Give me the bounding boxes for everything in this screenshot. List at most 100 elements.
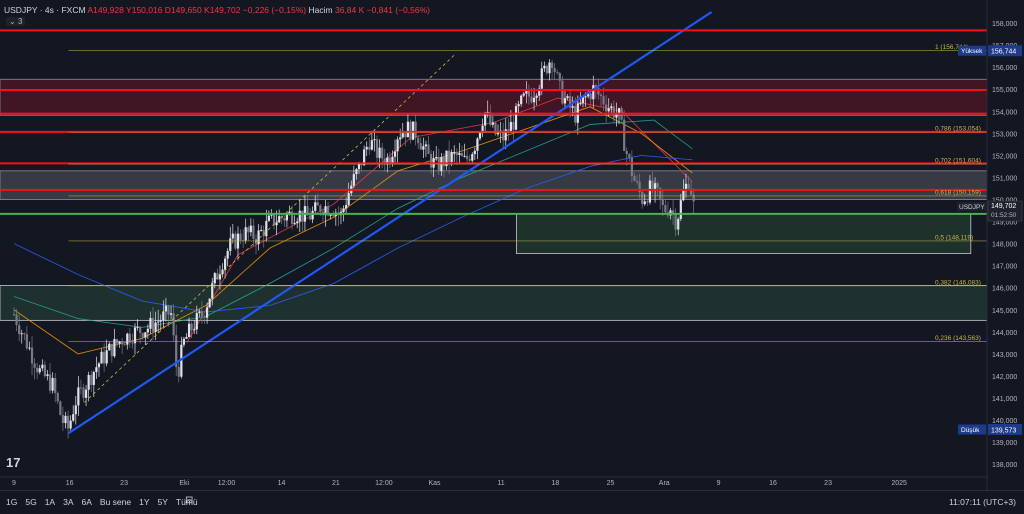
indicators-collapse-button[interactable]: ⌄ 3 bbox=[6, 17, 26, 26]
range-button-8[interactable]: Tümü bbox=[175, 497, 198, 507]
chart-legend: USDJPY · 4s · FXCM A149,928 Y150,016 D14… bbox=[4, 5, 430, 15]
candle-body bbox=[224, 258, 227, 270]
candle-body bbox=[684, 183, 688, 191]
candle-body bbox=[635, 180, 639, 182]
candle-body bbox=[520, 95, 523, 105]
fib-label: 0,382 (146,083) bbox=[935, 279, 981, 286]
candle-body bbox=[692, 194, 695, 202]
y-tick-label: 152,000 bbox=[992, 153, 1017, 160]
candle-body bbox=[293, 222, 296, 224]
candle-body bbox=[370, 140, 373, 150]
candle-body bbox=[157, 321, 160, 323]
candle-body bbox=[357, 162, 361, 170]
candle-body bbox=[646, 201, 649, 203]
candle-body bbox=[563, 98, 567, 104]
candle-body bbox=[687, 183, 690, 189]
candle-body bbox=[417, 138, 420, 144]
candle-body bbox=[396, 139, 399, 152]
candle-body bbox=[617, 108, 621, 115]
candle-body bbox=[669, 210, 672, 216]
candle-body bbox=[543, 65, 546, 69]
clock[interactable]: 11:07:11 (UTC+3) bbox=[948, 497, 1016, 507]
candle-body bbox=[213, 273, 216, 284]
range-button-1[interactable]: 5G bbox=[25, 497, 37, 507]
candle-body bbox=[607, 108, 610, 112]
candle-body bbox=[581, 96, 585, 104]
symbol-tag bbox=[957, 202, 986, 212]
candle-body bbox=[661, 198, 664, 205]
candle-body bbox=[345, 204, 348, 209]
candle-body bbox=[414, 121, 417, 139]
x-tick-label: 16 bbox=[66, 480, 74, 487]
candle-body bbox=[185, 336, 188, 339]
candle-body bbox=[509, 121, 512, 133]
candle-body bbox=[375, 139, 379, 158]
range-button-5[interactable]: Bu sene bbox=[99, 497, 132, 507]
candle-body bbox=[391, 156, 394, 164]
candle-body bbox=[190, 323, 193, 331]
candle-body bbox=[46, 374, 49, 377]
candle-body bbox=[630, 157, 633, 176]
candle-body bbox=[18, 325, 21, 335]
candle-body bbox=[491, 122, 494, 125]
candle-body bbox=[589, 93, 592, 100]
candle-body bbox=[525, 90, 528, 94]
range-button-7[interactable]: 5Y bbox=[157, 497, 168, 507]
candle-body bbox=[558, 72, 561, 81]
candle-body bbox=[33, 363, 36, 368]
fib-label: 0,618 (150,159) bbox=[935, 189, 981, 196]
trendline bbox=[67, 11, 713, 435]
candle-body bbox=[602, 96, 605, 105]
fib-label: 0,786 (153,054) bbox=[935, 126, 981, 133]
candle-body bbox=[653, 183, 657, 191]
candle-body bbox=[429, 154, 433, 168]
candle-body bbox=[187, 323, 191, 337]
candle-body bbox=[625, 150, 628, 155]
candle-body bbox=[651, 180, 654, 191]
extreme-price-label: 156,744 bbox=[991, 49, 1016, 56]
extreme-tag bbox=[958, 424, 986, 435]
candle-body bbox=[424, 144, 428, 147]
range-button-0[interactable]: 1G bbox=[6, 497, 18, 507]
candle-body bbox=[136, 326, 139, 328]
price-zone bbox=[0, 285, 988, 321]
y-tick-label: 141,000 bbox=[992, 396, 1017, 403]
indicator-count: 3 bbox=[17, 17, 23, 26]
extreme-price-tag bbox=[988, 423, 1022, 435]
candle-body bbox=[612, 106, 615, 118]
candle-body bbox=[275, 222, 278, 226]
candle-body bbox=[427, 144, 430, 155]
range-button-6[interactable]: 1Y bbox=[139, 497, 150, 507]
candle-body bbox=[587, 93, 590, 97]
candle-body bbox=[656, 183, 659, 188]
candle-body bbox=[481, 125, 484, 133]
tradingview-logo-icon[interactable]: 17 bbox=[6, 455, 21, 470]
range-button-4[interactable]: 6A bbox=[81, 497, 92, 507]
candle-body bbox=[84, 389, 88, 398]
candle-body bbox=[463, 155, 466, 157]
extreme-tag-label: Yüksek bbox=[961, 48, 983, 55]
fib-label: 0,5 (148,119) bbox=[935, 234, 973, 241]
range-button-2[interactable]: 1A bbox=[44, 497, 56, 507]
calendar-icon[interactable]: ⊟ bbox=[185, 495, 194, 506]
candle-body bbox=[216, 273, 219, 280]
candle-body bbox=[123, 344, 126, 346]
candle-body bbox=[502, 130, 505, 141]
candle-body bbox=[260, 230, 263, 232]
legend-symbol[interactable]: USDJPY · 4s · FXCM bbox=[4, 5, 86, 15]
candle-body bbox=[141, 333, 144, 338]
y-tick-label: 149,000 bbox=[992, 220, 1017, 227]
candle-body bbox=[494, 122, 497, 135]
range-button-3[interactable]: 3A bbox=[63, 497, 74, 507]
candle-body bbox=[326, 206, 330, 216]
candle-body bbox=[61, 414, 65, 424]
candle-body bbox=[283, 218, 286, 221]
candle-body bbox=[110, 343, 113, 357]
candle-body bbox=[381, 147, 384, 159]
candle-body bbox=[517, 104, 520, 107]
candle-body bbox=[610, 106, 613, 109]
candle-body bbox=[638, 181, 641, 193]
price-zone bbox=[516, 213, 972, 254]
candle-body bbox=[95, 367, 98, 372]
